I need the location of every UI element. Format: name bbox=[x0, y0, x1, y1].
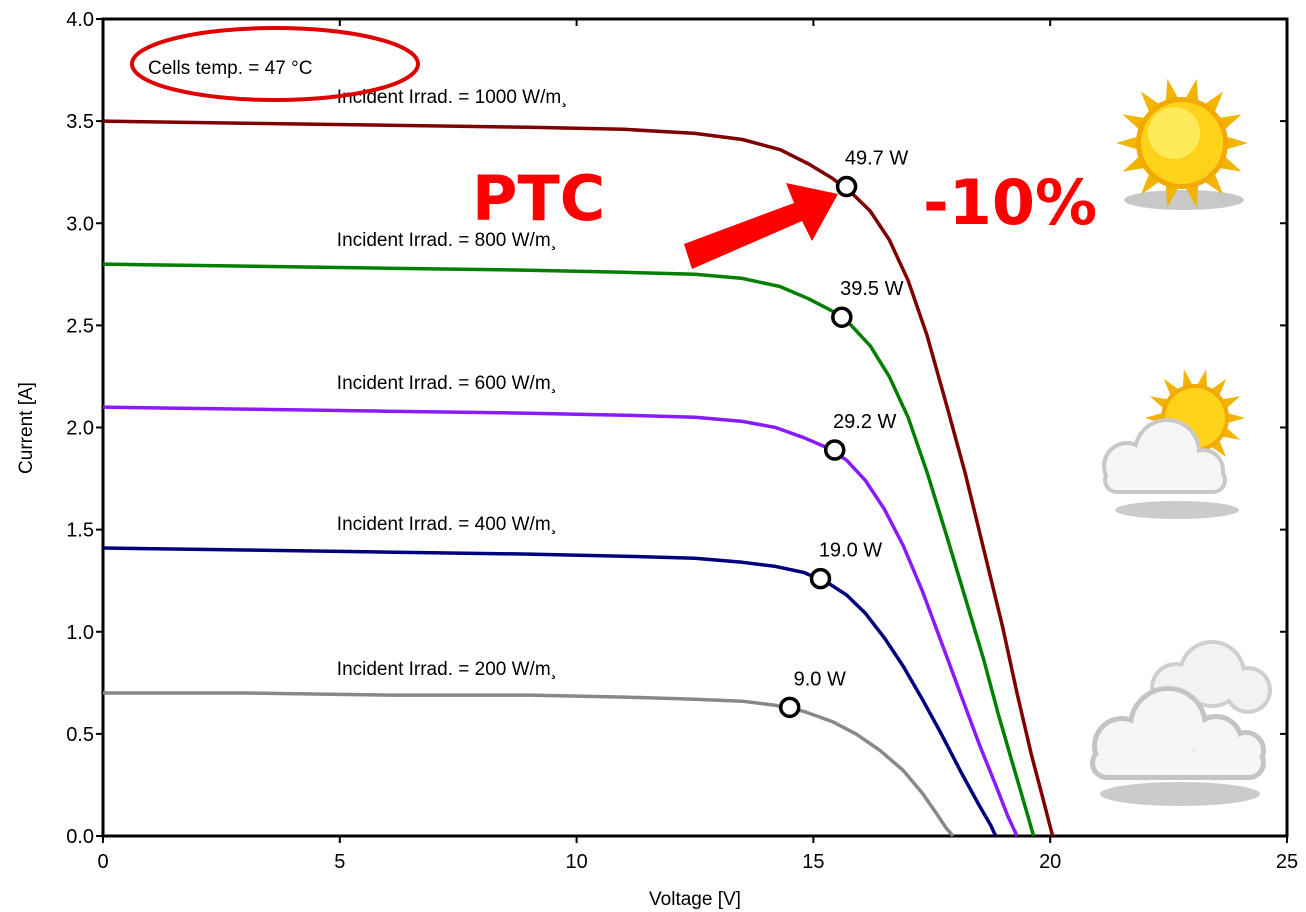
cloud-icon bbox=[1090, 640, 1272, 806]
iv-curve-1 bbox=[102, 262, 1036, 837]
max-power-point-marker bbox=[835, 175, 858, 198]
sun-ray bbox=[1221, 135, 1248, 151]
max-power-point-marker bbox=[778, 696, 801, 719]
max-power-label: 9.0 W bbox=[794, 668, 846, 690]
max-power-label: 49.7 W bbox=[845, 147, 908, 169]
iv-curve-0 bbox=[102, 119, 1055, 837]
y-tick-label: 2.0 bbox=[66, 418, 94, 440]
x-tick-label: 20 bbox=[1039, 851, 1061, 873]
max-power-label: 39.5 W bbox=[840, 278, 903, 300]
ptc-label: PTC bbox=[472, 162, 605, 235]
irradiance-label: Incident Irrad. = 600 W/m¸ bbox=[337, 373, 557, 394]
temperature-note: Cells temp. = 47 °C bbox=[148, 58, 312, 79]
partly-cloudy-icon bbox=[1102, 369, 1245, 519]
iv-curves bbox=[102, 119, 1055, 838]
iv-curve-2 bbox=[102, 405, 1019, 837]
sun-icon bbox=[1116, 78, 1248, 210]
max-power-point-marker bbox=[823, 439, 846, 461]
plot-frame bbox=[101, 17, 1289, 838]
curve-labels: Incident Irrad. = 1000 W/m¸ Incident Irra… bbox=[337, 87, 568, 680]
max-power-points: 49.7 W 39.5 W 29.2 W 19.0 W 9.0 W bbox=[778, 147, 908, 719]
y-tick-label: 4.0 bbox=[66, 9, 94, 31]
y-tick-label: 3.0 bbox=[66, 213, 94, 235]
y-tick-label: 1.0 bbox=[66, 622, 94, 644]
y-tick-label: 3.5 bbox=[66, 111, 94, 133]
y-tick-label: 2.5 bbox=[66, 315, 94, 337]
x-tick-label: 10 bbox=[565, 851, 587, 873]
y-tick-label: 0.5 bbox=[66, 724, 94, 746]
x-tick-label: 15 bbox=[802, 851, 824, 873]
power-drop-label: -10% bbox=[923, 166, 1097, 239]
irradiance-label: Incident Irrad. = 200 W/m¸ bbox=[337, 659, 557, 680]
max-power-point-marker bbox=[809, 567, 832, 590]
max-power-label: 19.0 W bbox=[819, 540, 882, 562]
sun-ray bbox=[1224, 412, 1245, 424]
irradiance-label: Incident Irrad. = 400 W/m¸ bbox=[337, 514, 557, 535]
max-power-label: 29.2 W bbox=[833, 411, 896, 433]
sun-ray bbox=[1116, 135, 1143, 151]
x-axis-title: Voltage [V] bbox=[649, 889, 741, 910]
ptc-arrow bbox=[684, 183, 838, 269]
iv-curve-4 bbox=[103, 691, 955, 838]
x-tick-label: 25 bbox=[1276, 851, 1298, 873]
y-tick-label: 1.5 bbox=[66, 520, 94, 542]
y-tick-label: 0.0 bbox=[66, 826, 94, 848]
x-tick-label: 0 bbox=[97, 851, 108, 873]
y-axis-title: Current [A] bbox=[16, 382, 37, 474]
x-tick-label: 5 bbox=[334, 851, 345, 873]
temperature-highlight-circle bbox=[130, 26, 420, 102]
iv-curve-3 bbox=[102, 546, 998, 837]
max-power-point-marker bbox=[831, 306, 853, 328]
irradiance-label: Incident Irrad. = 800 W/m¸ bbox=[337, 230, 557, 251]
irradiance-label: Incident Irrad. = 1000 W/m¸ bbox=[337, 87, 568, 108]
axes: 0 5 10 15 20 25 0.0 0.5 1.0 1.5 2.0 2.5 3.0 3.5 4.0 bbox=[66, 9, 1298, 873]
